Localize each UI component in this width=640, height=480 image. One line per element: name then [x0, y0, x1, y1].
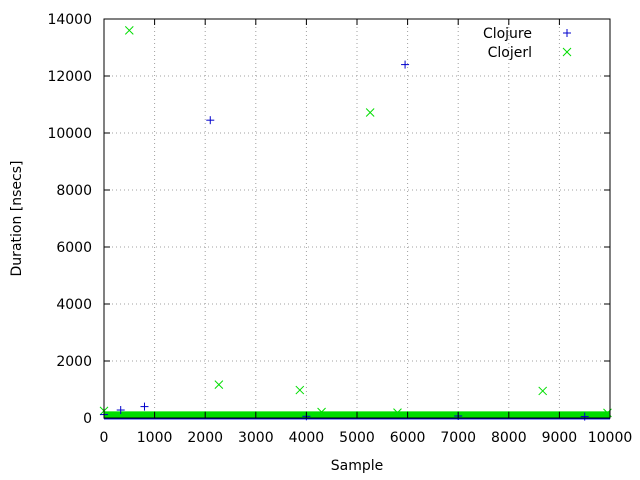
y-tick-label: 2000	[56, 354, 92, 370]
grid-lines	[104, 19, 610, 418]
x-tick-label: 4000	[289, 430, 325, 446]
clojerl-point	[393, 408, 402, 417]
x-tick-label: 7000	[440, 430, 476, 446]
legend-marker-clojure	[563, 29, 571, 37]
x-axis-label: Sample	[331, 458, 384, 474]
x-tick-label: 1000	[137, 430, 173, 446]
clojure-point	[580, 412, 589, 421]
clojure-point	[140, 402, 149, 411]
clojerl-point	[214, 380, 224, 390]
x-tick-label: 9000	[542, 430, 578, 446]
legend: Clojure Clojerl	[483, 26, 572, 61]
legend-marker-clojerl	[562, 47, 572, 57]
x-tick-label: 8000	[491, 430, 527, 446]
y-tick-label: 6000	[56, 240, 92, 256]
clojerl-point	[365, 108, 375, 117]
x-tick-label: 3000	[238, 430, 274, 446]
tick-labels: 0 1000 2000 3000 4000 5000 6000 7000 8000 9000 100…	[47, 12, 632, 446]
legend-label-clojure: Clojure	[483, 26, 532, 42]
legend-label-clojerl: Clojerl	[488, 45, 532, 61]
clojerl-point	[538, 386, 548, 396]
y-tick-label: 12000	[47, 69, 92, 85]
clojure-point	[401, 60, 410, 69]
x-tick-label: 10000	[588, 430, 633, 446]
y-tick-label: 14000	[47, 12, 92, 28]
y-tick-label: 8000	[56, 183, 92, 199]
clojerl-point	[295, 385, 305, 395]
y-tick-label: 4000	[56, 297, 92, 313]
clojerl-point	[124, 26, 134, 35]
axis-ticks	[103, 18, 611, 419]
x-tick-label: 2000	[187, 430, 223, 446]
plot-frame	[103, 18, 611, 419]
y-axis-label: Duration [nsecs]	[9, 161, 25, 277]
clojure-point	[206, 116, 215, 125]
x-tick-label: 5000	[339, 430, 375, 446]
clojerl-point	[317, 407, 326, 417]
y-tick-label: 10000	[47, 126, 92, 142]
x-tick-label: 0	[100, 430, 109, 446]
x-tick-label: 6000	[390, 430, 426, 446]
clojure-point	[116, 406, 125, 415]
y-tick-label: 0	[83, 411, 92, 427]
